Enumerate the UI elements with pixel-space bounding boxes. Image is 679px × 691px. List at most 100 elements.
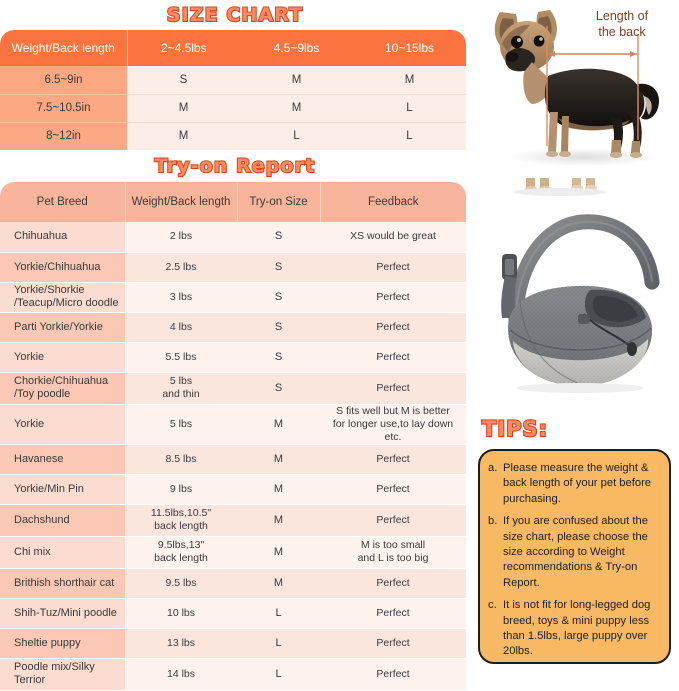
tryon-breed-cell: Poodle mix/Silky Terrior	[0, 658, 125, 691]
tryon-weight-cell: 5 lbs and thin	[125, 372, 237, 405]
table-row: Chihuahua 2 lbs S XS would be great	[0, 222, 466, 253]
tryon-size-cell: S	[237, 372, 320, 405]
tryon-feedback-cell: Perfect	[320, 372, 466, 405]
tryon-weight-cell: 11.5lbs,10.5" back length	[125, 504, 237, 537]
tip-marker: c.	[488, 599, 497, 612]
tryon-breed-cell: Chi mix	[0, 536, 125, 569]
size-chart-title: SIZE CHART	[166, 3, 304, 27]
tips-box: a. Please measure the weight & back leng…	[478, 449, 671, 664]
table-row: 8~12in M L L	[0, 122, 466, 150]
tryon-size-cell: M	[237, 504, 320, 537]
size-chart-header-cell: Weight/Back length	[0, 30, 128, 66]
tryon-feedback-cell: Perfect	[320, 444, 466, 475]
tryon-breed-cell: Yorkie/Chihuahua	[0, 252, 125, 283]
tryon-weight-cell: 9.5lbs,13" back length	[125, 536, 237, 569]
tryon-size-cell: M	[237, 444, 320, 475]
table-row: Chorkie/Chihuahua/Toy poodle 5 lbs and thi…	[0, 372, 466, 405]
tryon-feedback-cell: Perfect	[320, 312, 466, 343]
tryon-size-cell: M	[237, 404, 320, 445]
tryon-header-cell: Feedback	[320, 182, 466, 222]
size-chart-size-cell: S	[127, 66, 240, 95]
size-chart-backlength-cell: 7.5~10.5in	[0, 94, 127, 123]
tryon-weight-cell: 2 lbs	[125, 222, 237, 253]
tryon-size-cell: S	[237, 252, 320, 283]
carrier-bag-block	[480, 178, 675, 406]
table-row: Chi mix 9.5lbs,13" back length M M is too sm…	[0, 536, 466, 569]
size-chart-header-cell: 10~15lbs	[353, 30, 466, 66]
size-chart-backlength-cell: 6.5~9in	[0, 66, 127, 95]
tryon-weight-cell: 5.5 lbs	[125, 342, 237, 373]
tryon-breed-cell: Yorkie/Shorkie/Teacup/Micro doodle	[0, 282, 125, 313]
tryon-size-cell: M	[237, 568, 320, 599]
tryon-breed-cell: Parti Yorkie/Yorkie	[0, 312, 125, 343]
tryon-size-cell: S	[237, 342, 320, 373]
tip-item: b. If you are confused about the size ch…	[488, 514, 660, 591]
table-row: Yorkie/Chihuahua 2.5 lbs S Perfect	[0, 252, 466, 283]
tip-text: If you are confused about the size chart…	[503, 515, 648, 589]
tryon-feedback-cell: Perfect	[320, 628, 466, 659]
back-length-annotation: Length of the back	[566, 8, 678, 40]
tip-text: Please measure the weight & back length …	[503, 462, 652, 505]
tryon-feedback-cell: M is too small and L is too big	[320, 536, 466, 569]
tryon-breed-cell: Sheltie puppy	[0, 628, 125, 659]
tryon-breed-cell: Shih-Tuz/Mini poodle	[0, 598, 125, 629]
tip-item: a. Please measure the weight & back leng…	[488, 461, 660, 507]
size-chart-header-cell: 2~4.5lbs	[127, 30, 240, 66]
table-row: Shih-Tuz/Mini poodle 10 lbs L Perfect	[0, 598, 466, 629]
table-row: Yorkie 5 lbs M S fits well but M is better f…	[0, 404, 466, 445]
table-row: Poodle mix/Silky Terrior 14 lbs L Perfect	[0, 658, 466, 691]
tryon-weight-cell: 14 lbs	[125, 658, 237, 691]
tryon-weight-cell: 9 lbs	[125, 474, 237, 505]
table-row: Yorkie 5.5 lbs S Perfect	[0, 342, 466, 373]
back-length-annotation-line1: Length of	[595, 9, 649, 23]
size-chart-size-cell: L	[353, 94, 466, 123]
tryon-feedback-cell: XS would be great	[320, 222, 466, 253]
tryon-feedback-cell: Perfect	[320, 282, 466, 313]
size-chart-backlength-cell: 8~12in	[0, 122, 127, 150]
tryon-header-cell: Try-on Size	[237, 182, 321, 222]
table-row: Brithish shorthair cat 9.5 lbs M Perfect	[0, 568, 466, 599]
tryon-feedback-cell: Perfect	[320, 658, 466, 691]
tryon-size-cell: S	[237, 312, 320, 343]
tryon-feedback-cell: Perfect	[320, 252, 466, 283]
tryon-feedback-cell: Perfect	[320, 598, 466, 629]
size-chart-size-cell: M	[127, 122, 240, 150]
tryon-breed-cell: Brithish shorthair cat	[0, 568, 125, 599]
tryon-size-cell: L	[237, 658, 320, 691]
back-length-annotation-line2: the back	[598, 25, 646, 39]
tryon-breed-cell: Dachshund	[0, 504, 125, 537]
tryon-report-table: Pet Breed Weight/Back length Try-on Size…	[0, 182, 466, 691]
tip-marker: b.	[488, 515, 498, 528]
table-row: Yorkie/Shorkie/Teacup/Micro doodle 3 lbs S…	[0, 282, 466, 313]
tryon-report-body: Chihuahua 2 lbs S XS would be great Yorkie/C…	[0, 222, 466, 691]
tryon-breed-cell: Chihuahua	[0, 222, 125, 253]
size-chart-header-row: Weight/Back length 2~4.5lbs 4.5~9lbs 10~…	[0, 30, 466, 66]
tryon-breed-cell: Yorkie/Min Pin	[0, 474, 125, 505]
size-chart-size-cell: L	[353, 122, 466, 150]
tryon-breed-cell: Havanese	[0, 444, 125, 475]
tryon-weight-cell: 2.5 lbs	[125, 252, 237, 283]
tryon-size-cell: S	[237, 282, 320, 313]
tryon-weight-cell: 5 lbs	[125, 404, 237, 445]
tryon-report-title: Try-on Report	[154, 154, 316, 178]
table-row: 6.5~9in S M M	[0, 66, 466, 95]
tryon-feedback-cell: Perfect	[320, 568, 466, 599]
dog-photo-image	[478, 0, 679, 168]
tryon-feedback-cell: Perfect	[320, 474, 466, 505]
tryon-weight-cell: 13 lbs	[125, 628, 237, 659]
table-row: Havanese 8.5 lbs M Perfect	[0, 444, 466, 475]
tryon-breed-cell: Yorkie	[0, 342, 125, 373]
carrier-bag-image	[480, 178, 675, 406]
tryon-feedback-cell: S fits well but M is better for longer us…	[320, 404, 466, 445]
tryon-feedback-cell: Perfect	[320, 504, 466, 537]
tryon-breed-cell: Yorkie	[0, 404, 125, 445]
dog-photo-block: Length of the back	[478, 0, 679, 168]
tryon-header-cell: Weight/Back length	[125, 182, 238, 222]
table-row: Yorkie/Min Pin 9 lbs M Perfect	[0, 474, 466, 505]
tryon-header-cell: Pet Breed	[0, 182, 126, 222]
table-row: Sheltie puppy 13 lbs L Perfect	[0, 628, 466, 659]
tryon-weight-cell: 9.5 lbs	[125, 568, 237, 599]
tryon-size-cell: L	[237, 628, 320, 659]
tip-marker: a.	[488, 462, 498, 474]
tips-title: TIPS:	[481, 416, 549, 442]
